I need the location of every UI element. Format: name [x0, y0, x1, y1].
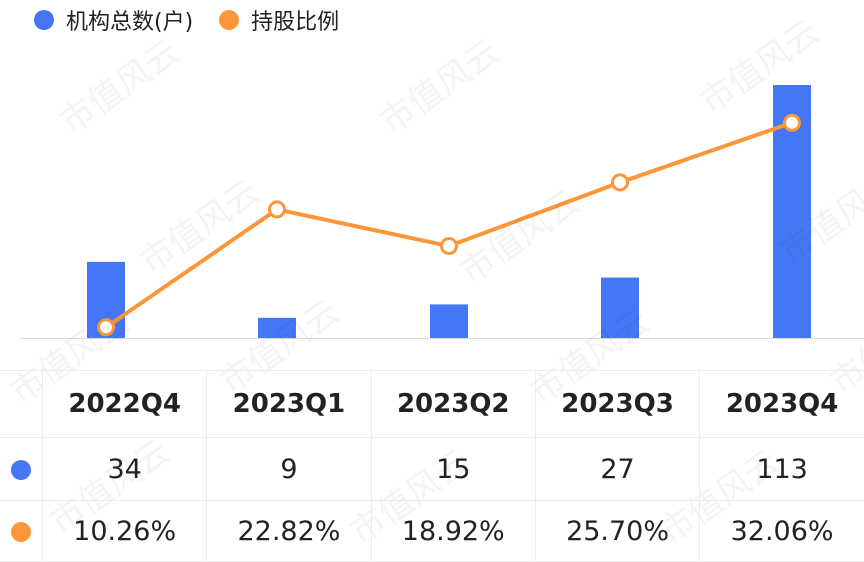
- table-cell: 27: [534, 437, 701, 501]
- table-header-cell: 2023Q2: [370, 370, 536, 438]
- row-marker-cell: [0, 437, 43, 501]
- table-header-cell: 2022Q4: [41, 370, 208, 438]
- table-row-holding-ratio: 10.26% 22.82% 18.92% 25.70% 32.06%: [0, 500, 864, 562]
- data-table: 2022Q4 2023Q1 2023Q2 2023Q3 2023Q4 34 9 …: [0, 370, 864, 562]
- table-corner-cell: [0, 370, 43, 438]
- table-cell: 25.70%: [534, 500, 701, 562]
- table-cell: 9: [206, 437, 372, 501]
- line-point-2023Q4: [783, 113, 801, 132]
- bar-2023Q3: [601, 277, 639, 338]
- table-cell: 22.82%: [206, 500, 372, 562]
- legend-item-holding-ratio[interactable]: 持股比例: [219, 4, 339, 36]
- legend-dot-orange-icon: [219, 10, 240, 30]
- table-header-cell: 2023Q4: [699, 370, 864, 438]
- legend-item-institutions[interactable]: 机构总数(户): [34, 4, 193, 36]
- line-point-2022Q4: [97, 318, 115, 337]
- table-header-row: 2022Q4 2023Q1 2023Q2 2023Q3 2023Q4: [0, 370, 864, 438]
- legend-label-institutions: 机构总数(户): [66, 10, 194, 35]
- line-series-holding-ratio: [104, 120, 793, 329]
- line-point-2023Q2: [440, 237, 458, 256]
- table-cell: 113: [699, 437, 864, 501]
- bar-2023Q2: [430, 304, 468, 338]
- row-dot-orange-icon: [11, 522, 31, 542]
- table-cell: 32.06%: [699, 500, 864, 562]
- line-point-2023Q3: [611, 173, 629, 192]
- table-cell: 34: [41, 437, 208, 501]
- table-row-institutions: 34 9 15 27 113: [0, 437, 864, 501]
- line-point-2023Q1: [268, 200, 286, 219]
- table-header-cell: 2023Q1: [206, 370, 372, 438]
- bar-2023Q1: [258, 317, 296, 338]
- row-marker-cell: [0, 500, 43, 562]
- table-cell: 18.92%: [370, 500, 536, 562]
- table-cell: 10.26%: [41, 500, 208, 562]
- row-dot-blue-icon: [11, 460, 31, 480]
- combo-chart: [20, 85, 864, 339]
- chart-legend: 机构总数(户) 持股比例: [34, 4, 365, 36]
- legend-label-holding-ratio: 持股比例: [251, 10, 340, 35]
- legend-dot-blue-icon: [34, 10, 54, 30]
- table-cell: 15: [370, 437, 536, 501]
- table-header-cell: 2023Q3: [534, 370, 701, 438]
